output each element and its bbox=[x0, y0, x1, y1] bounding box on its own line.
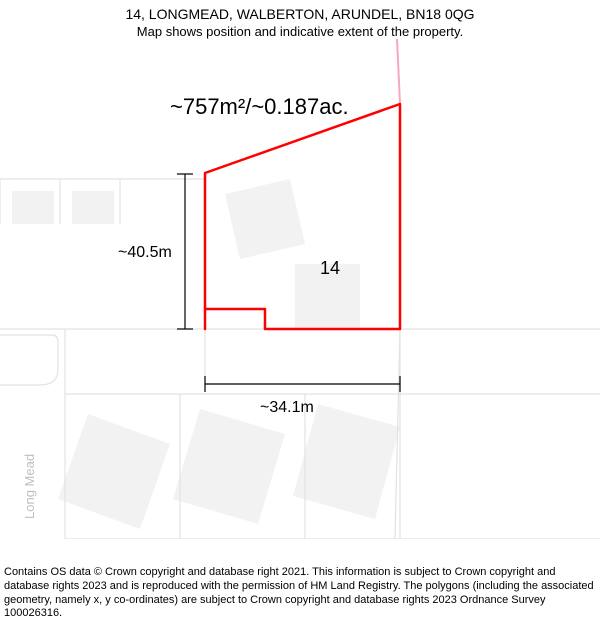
dim-vertical-label: ~40.5m bbox=[118, 244, 172, 262]
footer-text: Contains OS data © Crown copyright and d… bbox=[4, 566, 596, 621]
road-name-label: Long Mead bbox=[22, 454, 37, 519]
area-label: ~757m²/~0.187ac. bbox=[170, 94, 349, 120]
page-title: 14, LONGMEAD, WALBERTON, ARUNDEL, BN18 0… bbox=[0, 6, 600, 22]
header: 14, LONGMEAD, WALBERTON, ARUNDEL, BN18 0… bbox=[0, 0, 600, 39]
house-number-label: 14 bbox=[320, 258, 340, 278]
page-subtitle: Map shows position and indicative extent… bbox=[0, 24, 600, 39]
dim-horizontal-label: ~34.1m bbox=[260, 399, 314, 417]
map-area: 14 Long Mead ~757m²/~0.187ac. ~40.5m ~34.… bbox=[0, 39, 600, 539]
